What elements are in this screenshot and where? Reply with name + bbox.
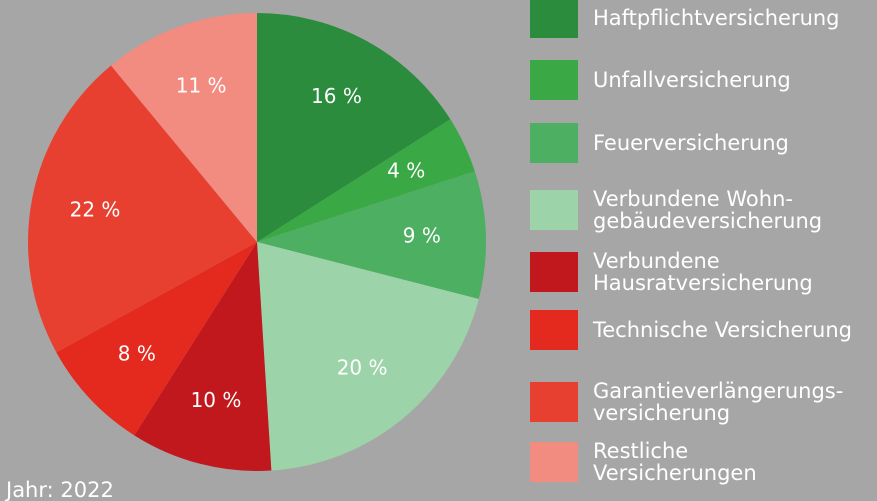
legend-label: Haftpflichtversicherung — [593, 6, 840, 30]
legend-swatch — [530, 190, 578, 230]
legend-swatch — [530, 0, 578, 38]
pie-slice — [56, 242, 257, 436]
pie-slice — [134, 242, 272, 472]
legend-swatch — [530, 310, 578, 350]
annotation: Jahr: 2022 — [6, 478, 114, 501]
slice-label: 16 % — [311, 84, 362, 108]
slice-label: 20 % — [337, 356, 388, 380]
legend-label: Restliche Versicherungen — [593, 439, 757, 485]
legend-label: Feuerversicherung — [593, 131, 789, 155]
legend-swatch — [530, 442, 578, 482]
legend-label: Garantieverlängerungs- versicherung — [593, 379, 844, 425]
legend-label: Verbundene Hausratversicherung — [593, 249, 813, 295]
slice-label: 4 % — [387, 158, 425, 182]
legend-swatch — [530, 252, 578, 292]
legend-swatch — [530, 123, 578, 163]
legend-label: Verbundene Wohn- gebäudeversicherung — [593, 187, 823, 233]
legend-label: Technische Versicherung — [593, 318, 852, 342]
legend-swatch — [530, 60, 578, 100]
slice-label: 22 % — [70, 198, 121, 222]
slice-label: 11 % — [176, 73, 227, 97]
legend-label: Unfallversicherung — [593, 68, 791, 92]
pie-slice — [257, 13, 451, 242]
pie-slice — [257, 242, 479, 471]
slice-label: 8 % — [118, 341, 156, 365]
pie-slice — [28, 65, 258, 353]
pie-slice — [111, 13, 257, 242]
legend-swatch — [530, 382, 578, 422]
slice-label: 10 % — [191, 388, 242, 412]
slice-label: 9 % — [403, 223, 441, 247]
pie-slice — [257, 119, 475, 242]
pie-slice — [257, 171, 486, 299]
